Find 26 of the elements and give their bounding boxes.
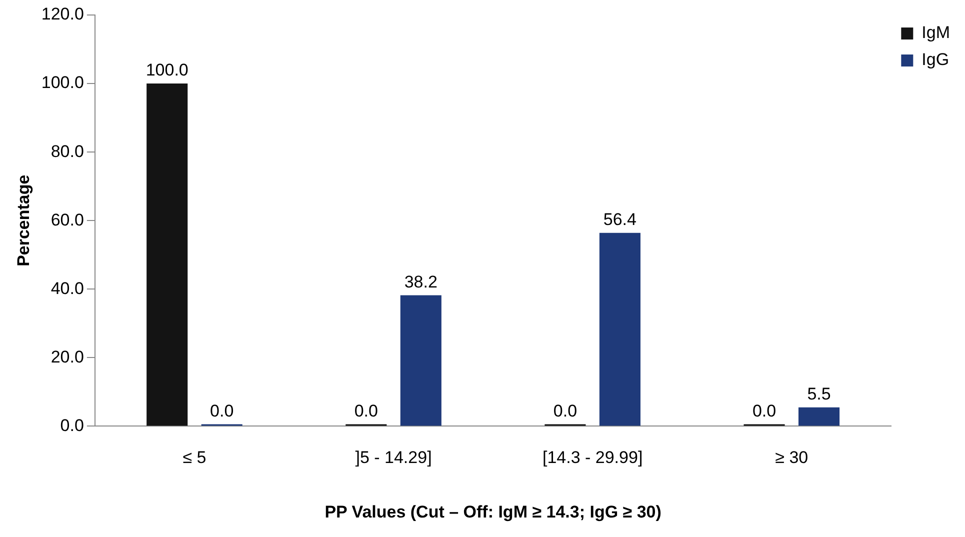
data-label: 56.4 (603, 210, 636, 230)
y-tick-label: 60.0 (50, 210, 84, 230)
y-tick-label: 120.0 (41, 4, 84, 24)
y-tick-label: 20.0 (50, 347, 84, 366)
y-tick-label: 40.0 (50, 278, 84, 298)
x-axis-title: PP Values (Cut – Off: IgM ≥ 14.3; IgG ≥ 30) (324, 502, 662, 522)
data-label: 38.2 (404, 272, 438, 292)
y-tick-label: 100.0 (41, 73, 84, 92)
y-tick-label: 80.0 (50, 142, 84, 161)
data-label: 0.0 (553, 401, 578, 420)
bar (599, 232, 640, 426)
bar (146, 84, 188, 426)
data-label: 0.0 (210, 401, 234, 420)
data-label: 100.0 (146, 60, 188, 80)
y-axis-title: Percentage (14, 174, 33, 266)
data-label: 0.0 (354, 401, 378, 420)
x-tick-label: [14.3 - 29.99] (542, 448, 643, 468)
data-label: 5.5 (807, 384, 831, 404)
data-label: 0.0 (752, 401, 776, 420)
x-tick-label: ]5 - 14.29] (355, 448, 432, 468)
legend-label: IgM (922, 23, 950, 42)
bar (400, 295, 442, 426)
legend-label: IgG (922, 50, 950, 70)
x-tick-label: ≥ 30 (775, 448, 808, 468)
x-tick-label: ≤ 5 (182, 448, 206, 468)
y-tick-label: 0.0 (60, 416, 84, 435)
